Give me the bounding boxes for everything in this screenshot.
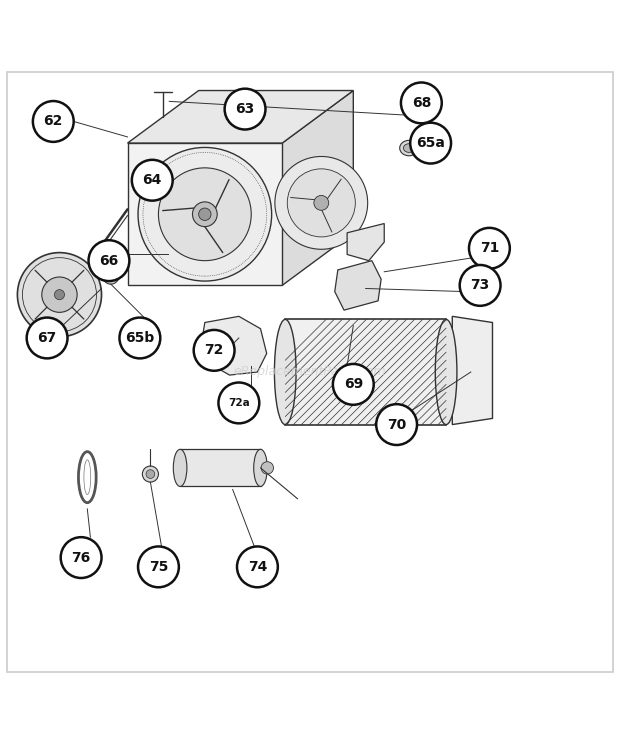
Text: eReplacementParts.com: eReplacementParts.com [234,365,386,379]
Text: 63: 63 [236,102,255,116]
Circle shape [17,253,102,337]
Text: 75: 75 [149,560,168,574]
Circle shape [261,462,273,474]
Circle shape [401,83,442,124]
Bar [180,449,260,487]
Circle shape [314,196,329,211]
Circle shape [237,546,278,587]
Polygon shape [128,91,353,143]
Polygon shape [452,316,492,425]
Ellipse shape [404,144,415,153]
Text: 72a: 72a [228,398,250,408]
Text: 65b: 65b [125,331,154,345]
Circle shape [120,318,161,359]
Text: 70: 70 [387,417,406,432]
Circle shape [159,168,251,260]
Circle shape [27,318,68,359]
Polygon shape [335,260,381,310]
Polygon shape [202,316,267,375]
Circle shape [55,289,64,300]
Circle shape [138,546,179,587]
Text: 74: 74 [248,560,267,574]
Circle shape [275,156,368,249]
Text: 64: 64 [143,173,162,187]
Polygon shape [282,91,353,286]
Circle shape [224,89,265,129]
Ellipse shape [102,262,120,284]
Text: 73: 73 [471,278,490,292]
Text: 68: 68 [412,96,431,110]
Circle shape [376,404,417,445]
Circle shape [192,202,217,227]
Text: 62: 62 [43,115,63,129]
Circle shape [61,537,102,578]
Bar [285,319,446,425]
Ellipse shape [435,319,457,425]
Circle shape [42,277,77,312]
Polygon shape [128,143,282,286]
Circle shape [287,169,355,237]
Ellipse shape [105,266,117,280]
Circle shape [198,208,211,220]
Text: 67: 67 [37,331,56,345]
Circle shape [333,364,374,405]
Circle shape [143,466,159,482]
Circle shape [33,101,74,142]
Ellipse shape [400,141,419,155]
Circle shape [89,240,130,281]
Polygon shape [347,223,384,260]
Circle shape [218,382,259,423]
Text: 69: 69 [343,377,363,391]
Text: 76: 76 [71,551,91,565]
Circle shape [132,160,172,201]
Circle shape [138,147,272,281]
Text: 72: 72 [205,343,224,357]
Text: 65a: 65a [416,136,445,150]
Text: 71: 71 [480,241,499,255]
Ellipse shape [254,449,267,487]
Circle shape [146,469,155,478]
Circle shape [459,265,500,306]
Circle shape [469,228,510,269]
Circle shape [193,330,234,371]
Ellipse shape [112,246,125,265]
Text: 66: 66 [99,254,118,268]
Ellipse shape [173,449,187,487]
Ellipse shape [275,319,296,425]
Circle shape [410,123,451,164]
